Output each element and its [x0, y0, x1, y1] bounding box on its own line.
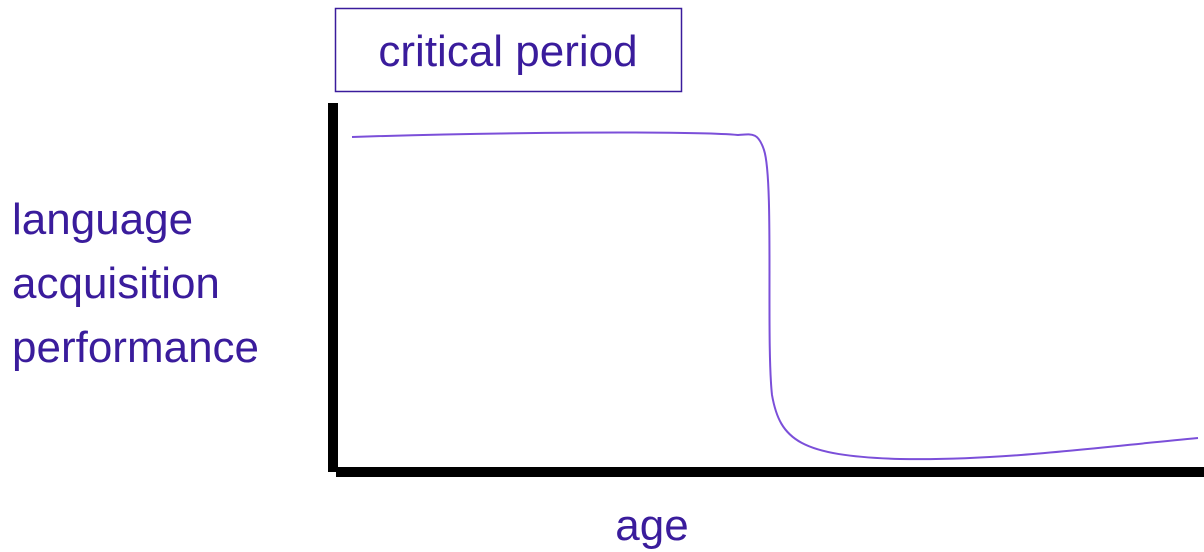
- y-axis-label-line: performance: [12, 323, 259, 372]
- y-axis-label-line: acquisition: [12, 259, 220, 308]
- x-axis-label: age: [615, 501, 688, 550]
- y-axis-label-line: language: [12, 195, 193, 244]
- title-box: [334, 7, 683, 93]
- curve: [351, 131, 1199, 461]
- title: critical period: [378, 27, 637, 76]
